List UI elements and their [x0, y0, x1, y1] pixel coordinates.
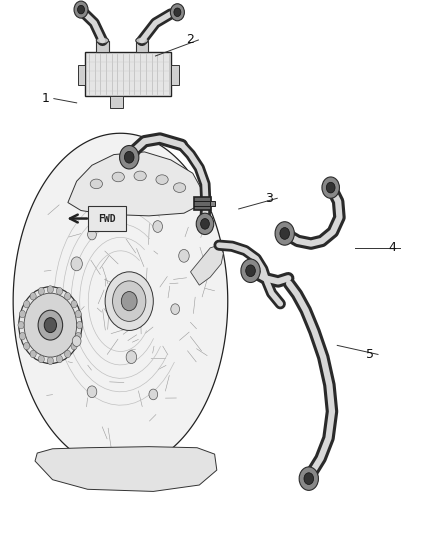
Circle shape — [113, 281, 146, 321]
Circle shape — [304, 473, 314, 484]
Circle shape — [126, 351, 137, 364]
Text: 1: 1 — [42, 92, 50, 105]
Ellipse shape — [156, 175, 168, 184]
Ellipse shape — [112, 172, 124, 182]
Ellipse shape — [136, 37, 148, 44]
Circle shape — [38, 287, 44, 295]
Ellipse shape — [90, 179, 102, 189]
Circle shape — [246, 265, 255, 277]
Circle shape — [87, 386, 97, 398]
Circle shape — [174, 8, 181, 17]
Text: 2: 2 — [187, 34, 194, 46]
Circle shape — [38, 356, 44, 363]
Circle shape — [153, 221, 162, 232]
Circle shape — [171, 304, 180, 314]
Circle shape — [71, 257, 82, 271]
Text: 3: 3 — [265, 192, 273, 205]
Circle shape — [47, 357, 53, 365]
Polygon shape — [191, 245, 223, 285]
Circle shape — [201, 219, 209, 229]
Circle shape — [299, 467, 318, 490]
Circle shape — [74, 1, 88, 18]
FancyBboxPatch shape — [88, 206, 126, 231]
Circle shape — [47, 286, 53, 293]
Bar — [136, 41, 148, 52]
Circle shape — [71, 342, 77, 350]
Circle shape — [24, 342, 30, 350]
Text: FWD: FWD — [98, 214, 116, 223]
Ellipse shape — [134, 171, 146, 181]
Circle shape — [170, 4, 184, 21]
Circle shape — [44, 318, 57, 333]
Circle shape — [196, 213, 214, 235]
Circle shape — [275, 222, 294, 245]
Circle shape — [57, 356, 63, 363]
Circle shape — [326, 182, 335, 193]
Circle shape — [241, 259, 260, 282]
Circle shape — [88, 229, 96, 240]
Circle shape — [64, 350, 71, 358]
Circle shape — [72, 336, 81, 346]
Circle shape — [280, 228, 290, 239]
Circle shape — [38, 310, 63, 340]
Polygon shape — [35, 447, 217, 491]
Circle shape — [149, 389, 158, 400]
Bar — [85, 52, 171, 96]
Circle shape — [75, 333, 81, 340]
Circle shape — [322, 177, 339, 198]
Circle shape — [75, 310, 81, 318]
Circle shape — [24, 301, 30, 308]
Circle shape — [19, 333, 25, 340]
Circle shape — [19, 287, 82, 364]
Circle shape — [77, 321, 83, 329]
Circle shape — [71, 301, 77, 308]
Circle shape — [124, 151, 134, 163]
Circle shape — [120, 146, 139, 169]
Bar — [210, 201, 215, 206]
Text: 5: 5 — [366, 348, 374, 361]
Circle shape — [24, 293, 77, 357]
Ellipse shape — [96, 37, 109, 44]
Circle shape — [30, 350, 36, 358]
Bar — [171, 65, 179, 85]
Circle shape — [18, 321, 24, 329]
FancyArrowPatch shape — [70, 215, 87, 222]
Polygon shape — [13, 133, 228, 469]
Circle shape — [19, 310, 25, 318]
Circle shape — [30, 293, 36, 300]
Circle shape — [78, 5, 85, 14]
Circle shape — [57, 287, 63, 295]
Bar — [194, 197, 211, 210]
Circle shape — [105, 272, 153, 330]
Bar — [96, 41, 109, 52]
Circle shape — [64, 293, 71, 300]
Polygon shape — [68, 152, 201, 216]
Circle shape — [179, 249, 189, 262]
Text: 4: 4 — [388, 241, 396, 254]
Ellipse shape — [173, 183, 186, 192]
Bar — [78, 65, 85, 85]
Bar — [110, 96, 123, 108]
Circle shape — [121, 292, 137, 311]
